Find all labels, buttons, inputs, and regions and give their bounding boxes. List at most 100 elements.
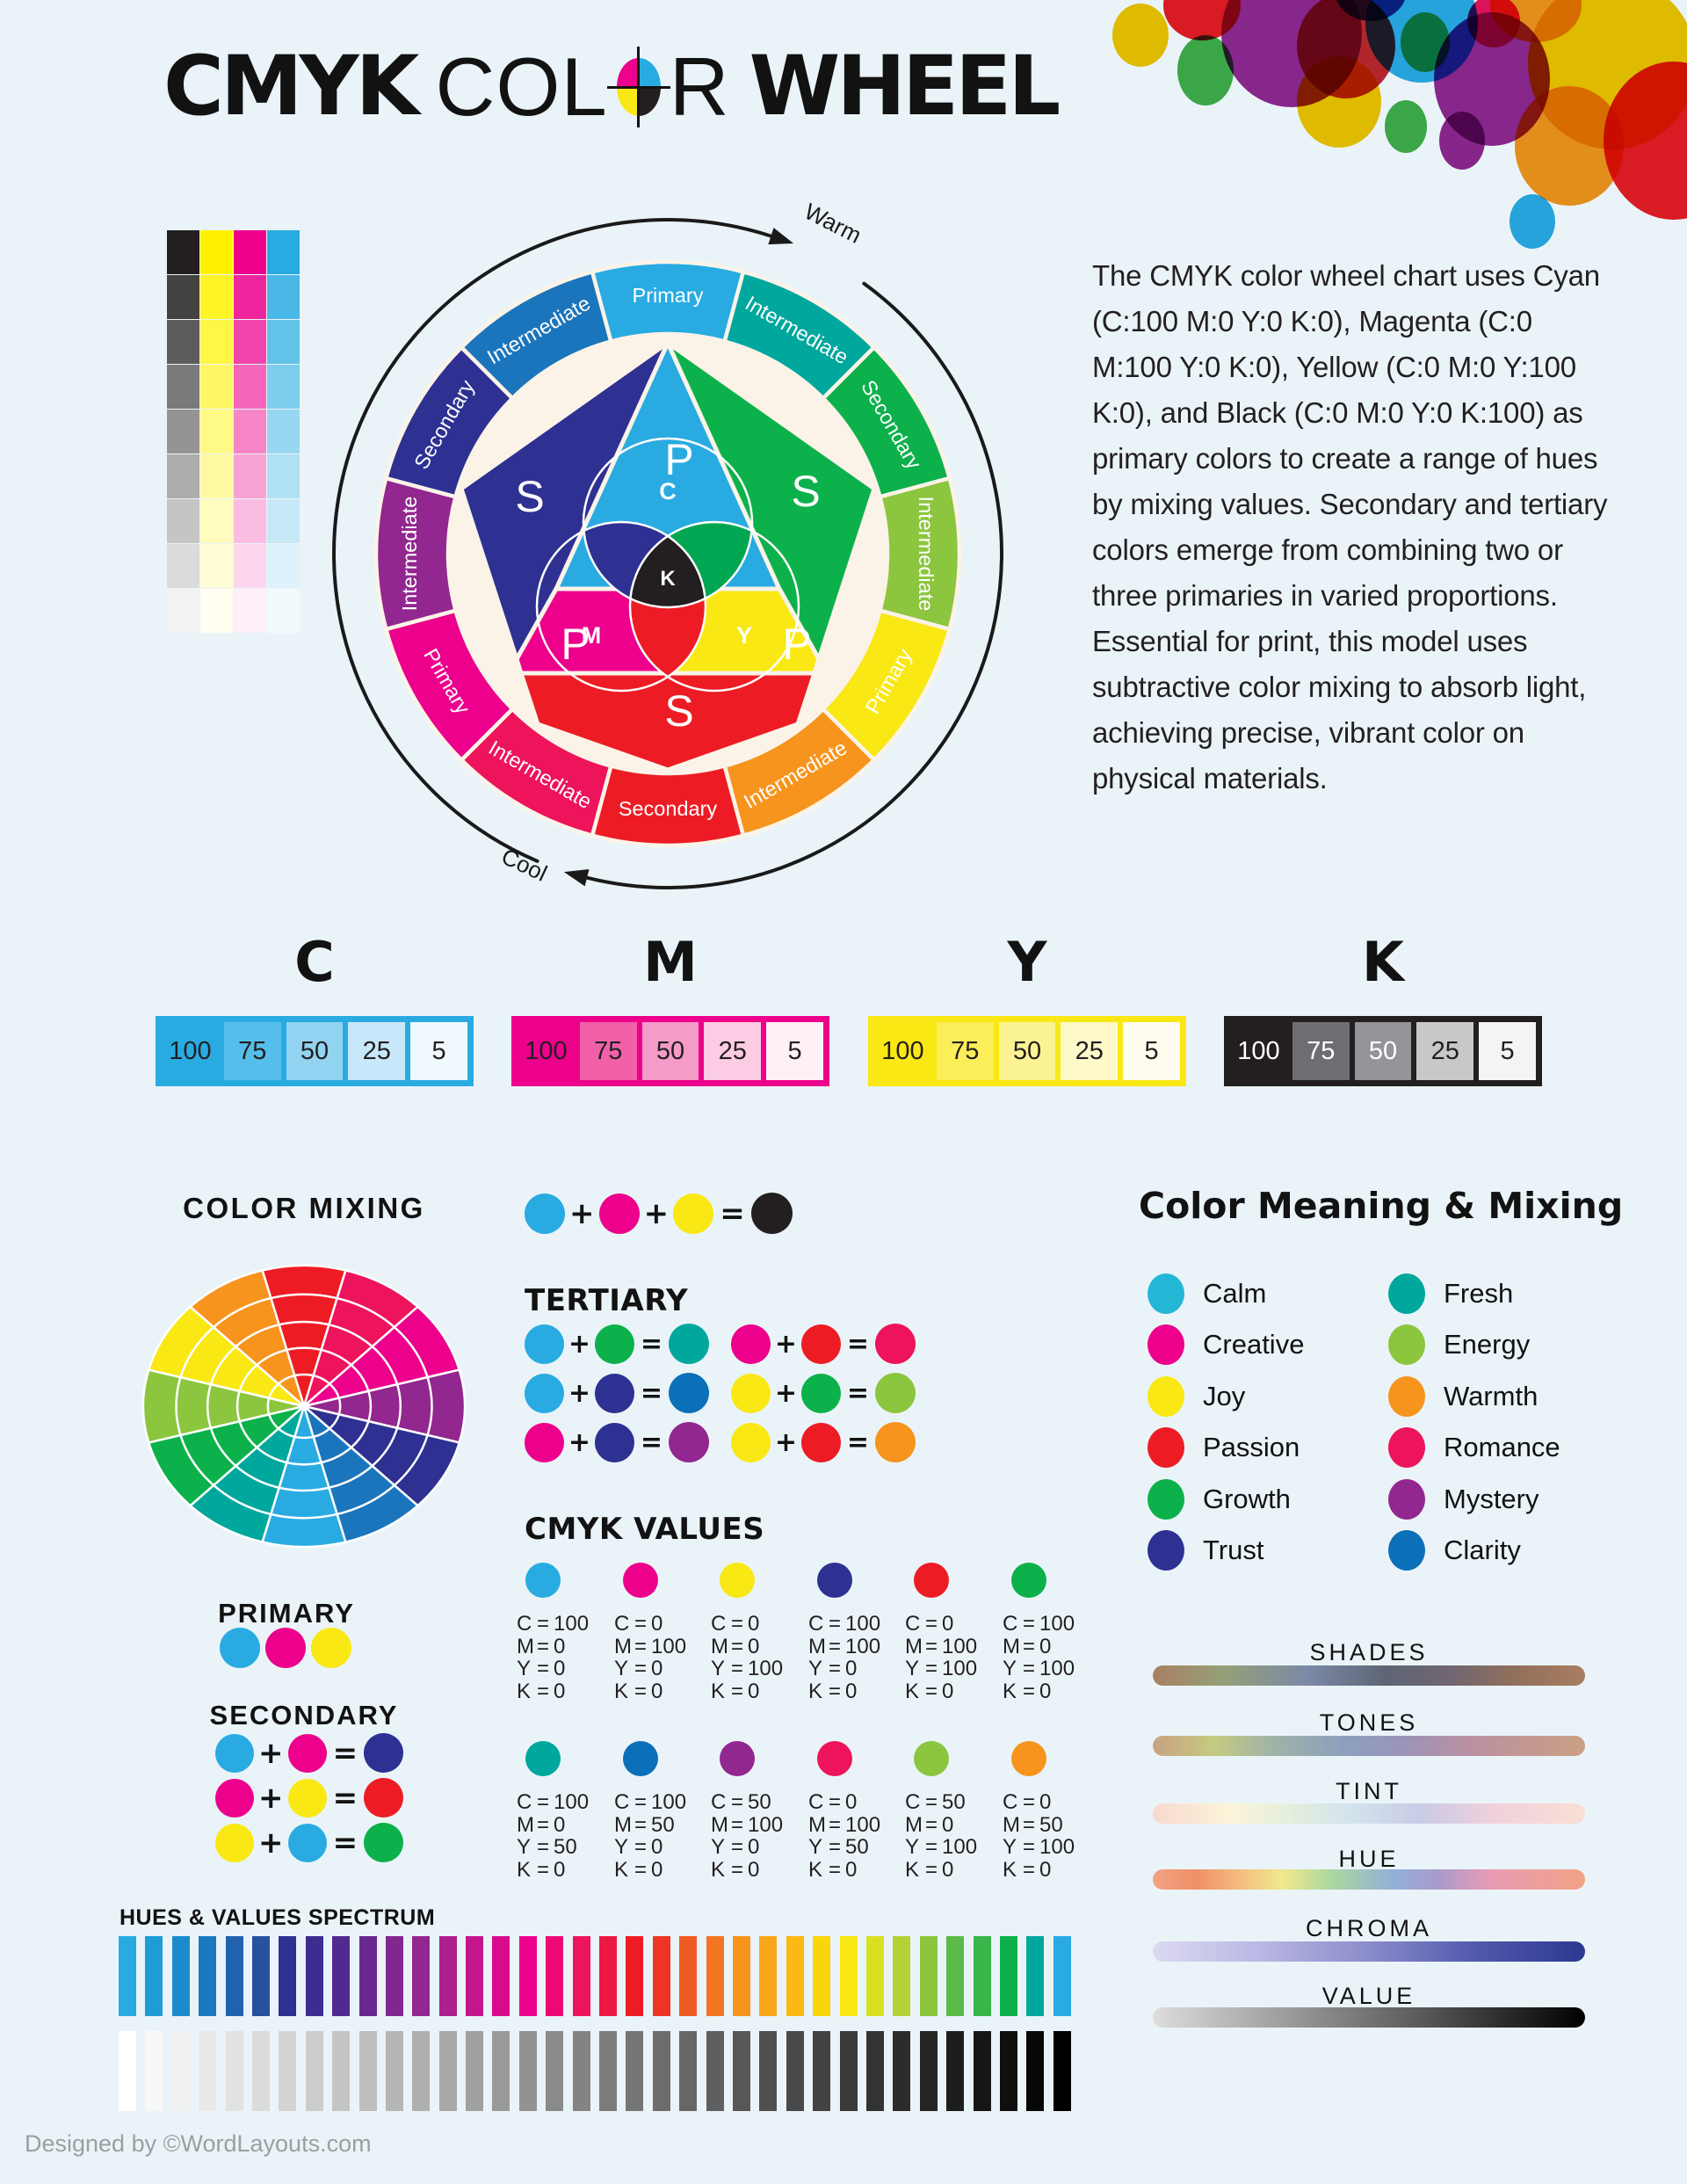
ring-segment-intermediate-11 (459, 269, 614, 402)
value-number: 50 (651, 1812, 675, 1837)
gray-bar (332, 2031, 351, 2111)
meaning-dot (1148, 1273, 1184, 1314)
gradient-bar-shades (1153, 1665, 1585, 1686)
value-key: K (711, 1679, 726, 1703)
color-dot (595, 1324, 634, 1364)
hue-bar (225, 1936, 243, 2016)
value-number: 50 (1039, 1812, 1063, 1837)
meaning-dot (1148, 1479, 1184, 1520)
hue-bar (412, 1936, 431, 2016)
color-meaning-title: Color Meaning & Mixing (1139, 1185, 1624, 1227)
tint-swatch-cyan (267, 320, 300, 364)
value-key: Y (517, 1657, 532, 1680)
meaning-label: Calm (1203, 1278, 1267, 1309)
tint-swatch-yellow (200, 589, 233, 633)
value-key: K (1003, 1679, 1017, 1703)
meaning-item-energy: Energy (1388, 1324, 1530, 1365)
gray-bar (813, 2031, 831, 2111)
title-col: COL (435, 40, 608, 133)
equals-sign: = (634, 1657, 647, 1680)
value-key: C (614, 1790, 630, 1814)
result-dot (875, 1324, 916, 1364)
page-title: CMYK COL R WHEEL (163, 40, 1061, 133)
cmyk-value-line: M = 100 (711, 1813, 804, 1837)
meaning-label: Romance (1444, 1432, 1560, 1462)
equals-sign: = (1022, 1790, 1035, 1814)
value-key: M (614, 1634, 632, 1658)
value-key: Y (905, 1657, 920, 1680)
plus-sign: + (258, 1825, 284, 1861)
plus-sign: + (643, 1195, 670, 1231)
cmyk-value-line: C = 0 (711, 1613, 804, 1636)
equals-sign: = (634, 1835, 647, 1859)
color-dot (731, 1422, 771, 1462)
cmyk-value-dot (720, 1563, 755, 1598)
mix-wheel-ring (266, 1373, 342, 1440)
hue-bar (813, 1936, 831, 2016)
equals-sign: = (332, 1735, 358, 1771)
tertiary-equation: + = (525, 1422, 709, 1462)
decor-circle (1385, 100, 1427, 153)
equals-sign: = (846, 1328, 870, 1360)
gray-bar (865, 2031, 884, 2111)
equals-sign: = (730, 1835, 743, 1859)
value-cell-C-5: 5 (410, 1022, 467, 1080)
cmyk-value-line: K = 0 (905, 1680, 998, 1703)
value-key: Y (711, 1835, 726, 1859)
registration-mark-icon (606, 47, 670, 127)
meaning-label: Trust (1203, 1535, 1264, 1565)
value-number: 100 (748, 1657, 784, 1680)
meaning-dot (1148, 1376, 1184, 1417)
hue-bar (251, 1936, 270, 2016)
warm-cool-arc-left (332, 218, 773, 863)
value-key: Y (905, 1835, 920, 1859)
equals-sign: = (924, 1857, 938, 1882)
hue-bar (1026, 1936, 1045, 2016)
color-dot (731, 1324, 771, 1364)
gray-bar (759, 2031, 778, 2111)
value-cell-C-75: 75 (223, 1022, 281, 1080)
value-key: Y (614, 1835, 629, 1859)
value-number: 100 (1039, 1835, 1075, 1859)
value-key: M (711, 1634, 728, 1658)
color-dot (595, 1373, 634, 1413)
value-cell-Y-5: 5 (1123, 1022, 1180, 1080)
gray-bar (546, 2031, 564, 2111)
value-number: 0 (748, 1634, 760, 1658)
value-number: 0 (554, 1679, 566, 1703)
equals-sign: = (924, 1790, 938, 1814)
cmyk-value-entry: C = 50 M = 100 Y = 0 K = 0 (711, 1741, 804, 1881)
gradient-label-chroma: CHROMA (1306, 1915, 1432, 1941)
color-dot (215, 1823, 254, 1862)
decor-circle (1163, 0, 1241, 40)
value-number: 0 (651, 1657, 663, 1680)
plus-sign: + (569, 1195, 595, 1231)
value-key: K (614, 1857, 629, 1882)
meaning-dot (1388, 1427, 1425, 1468)
cmyk-value-line: C = 50 (905, 1791, 998, 1814)
cmyk-value-line: M = 100 (614, 1634, 707, 1658)
value-number: 0 (942, 1812, 954, 1837)
mix-wheel-ring (206, 1320, 402, 1492)
result-dot (875, 1422, 916, 1462)
tint-swatch-magenta (234, 544, 266, 588)
tertiary-equation: + = (525, 1373, 709, 1413)
cmyk-value-dot (914, 1563, 949, 1598)
hue-bar (679, 1936, 698, 2016)
meaning-dot (1148, 1530, 1184, 1571)
decor-circle (1490, 0, 1582, 42)
cmyk-value-entry: C = 100 M = 0 Y = 50 K = 0 (517, 1741, 610, 1881)
tertiary-equations-column-2: + = + = + = (731, 1324, 916, 1471)
cool-label: Cool (497, 843, 551, 887)
hue-spectrum-row (119, 1936, 1071, 2016)
cmyk-value-line: Y = 100 (905, 1658, 998, 1680)
cmyk-value-line: K = 0 (517, 1858, 610, 1882)
mix-wheel-sector-6 (261, 1402, 347, 1549)
equals-sign: = (536, 1812, 549, 1837)
value-bar-M: 100 75 50 25 5 (511, 1016, 829, 1086)
meaning-item-romance: Romance (1388, 1427, 1560, 1468)
meaning-dot (1388, 1479, 1425, 1520)
cmyk-value-entry: C = 100 M = 0 Y = 0 K = 0 (517, 1563, 610, 1702)
color-dot (525, 1324, 564, 1364)
